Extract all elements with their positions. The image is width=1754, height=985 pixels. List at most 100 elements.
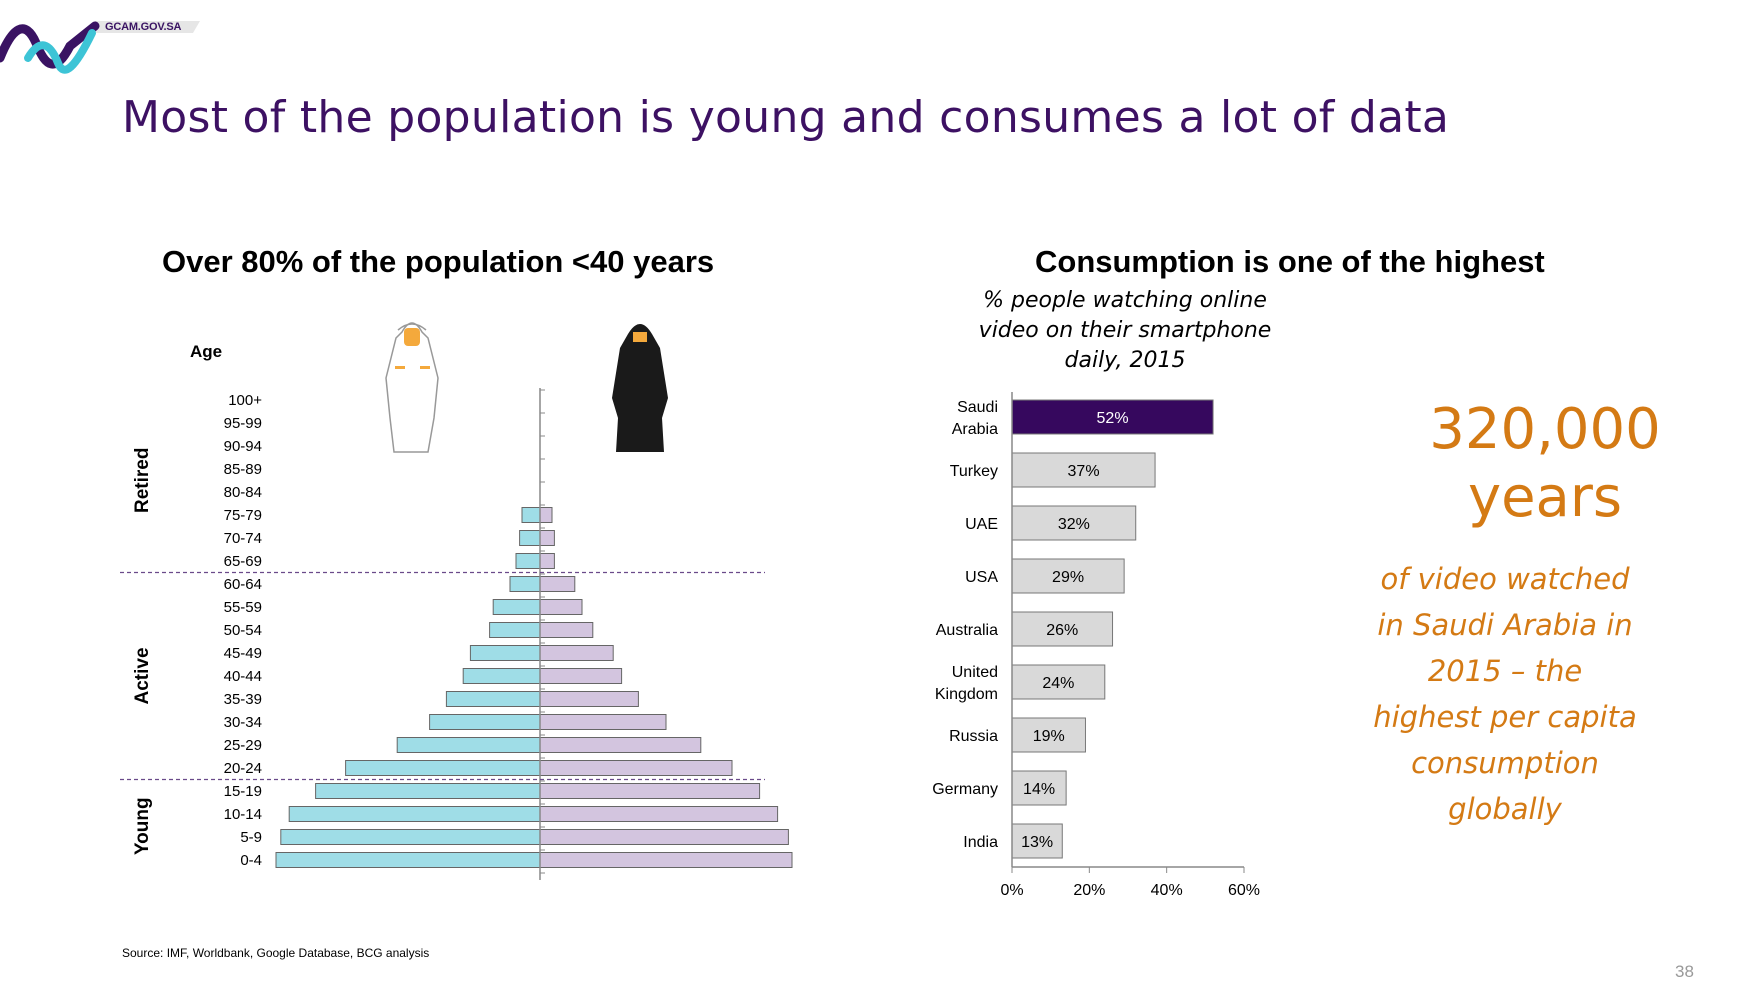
consumption-bar xyxy=(1011,505,1137,541)
consumption-bar xyxy=(1011,770,1067,806)
age-label: 50-54 xyxy=(224,622,262,639)
bar-value-label: 32% xyxy=(1058,516,1090,533)
female-bar xyxy=(539,714,667,730)
bar-value-label: 13% xyxy=(1021,834,1053,851)
age-label: 5-9 xyxy=(240,829,262,846)
age-label: 0-4 xyxy=(240,852,262,869)
country-label: Germany xyxy=(932,781,998,798)
age-label: 90-94 xyxy=(224,438,262,455)
country-label: Russia xyxy=(949,728,998,745)
male-bar xyxy=(492,599,541,615)
female-bar xyxy=(539,576,576,592)
pyramid-title: Over 80% of the population <40 years xyxy=(162,244,715,279)
male-bar xyxy=(469,645,541,661)
age-label: 15-19 xyxy=(224,783,262,800)
age-label: 35-39 xyxy=(224,691,262,708)
male-bar xyxy=(345,760,541,776)
consumption-title: Consumption is one of the highest xyxy=(1035,244,1545,279)
country-label: Kingdom xyxy=(935,686,998,703)
male-bar xyxy=(515,553,541,569)
source-note: Source: IMF, Worldbank, Google Database,… xyxy=(122,946,430,960)
age-label: 25-29 xyxy=(224,737,262,754)
country-label: Australia xyxy=(936,622,998,639)
logo-wave-cyan xyxy=(24,29,96,74)
male-bar xyxy=(288,806,541,822)
saudi-woman-icon xyxy=(612,324,668,452)
x-tick-label: 20% xyxy=(1073,882,1105,899)
age-label: 10-14 xyxy=(224,806,262,823)
female-bar xyxy=(539,806,779,822)
bar-value-label: 52% xyxy=(1097,410,1129,427)
age-label: 75-79 xyxy=(224,507,262,524)
logo-text: GCAM.GOV.SA xyxy=(105,21,182,33)
page-title: Most of the population is young and cons… xyxy=(122,92,1450,143)
country-label: Saudi xyxy=(957,399,998,416)
bar-value-label: 26% xyxy=(1046,622,1078,639)
bar-value-label: 24% xyxy=(1042,675,1074,692)
female-bar xyxy=(539,760,733,776)
x-tick-label: 60% xyxy=(1228,882,1260,899)
male-bar xyxy=(315,783,541,799)
male-bar xyxy=(521,507,541,523)
consumption-bar xyxy=(1011,452,1156,488)
female-bar xyxy=(539,691,639,707)
bar-value-label: 19% xyxy=(1033,728,1065,745)
pyramid-ylabel: Age xyxy=(190,342,222,361)
bar-value-label: 29% xyxy=(1052,569,1084,586)
age-label: 20-24 xyxy=(224,760,262,777)
consumption-bar xyxy=(1011,823,1063,859)
age-label: 55-59 xyxy=(224,599,262,616)
consumption-bar-chart: 52% Saudi Arabia 37% Turkey 32% UAE 29% USA 26% Au… xyxy=(932,392,1260,899)
female-bar xyxy=(539,737,702,753)
male-bar xyxy=(280,829,541,845)
female-bar xyxy=(539,668,623,684)
age-label: 60-64 xyxy=(224,576,262,593)
age-label: 40-44 xyxy=(224,668,262,685)
female-bar xyxy=(539,530,555,546)
consumption-bar xyxy=(1011,399,1214,435)
age-label: 95-99 xyxy=(224,415,262,432)
age-label: 70-74 xyxy=(224,530,262,547)
page-number: 38 xyxy=(1675,962,1694,981)
consumption-bar xyxy=(1011,664,1106,700)
male-bar xyxy=(275,852,541,868)
male-bar xyxy=(396,737,541,753)
big-number: 320,000 years xyxy=(1429,397,1661,530)
age-label: 65-69 xyxy=(224,553,262,570)
age-label: 80-84 xyxy=(224,484,262,501)
male-bar xyxy=(489,622,541,638)
logo-banner xyxy=(88,21,200,33)
x-tick-label: 40% xyxy=(1151,882,1183,899)
female-bar xyxy=(539,852,793,868)
country-label: Turkey xyxy=(950,463,998,480)
male-bar xyxy=(462,668,541,684)
country-label: India xyxy=(963,834,998,851)
country-label: Arabia xyxy=(952,421,998,438)
female-bar xyxy=(539,645,614,661)
callout-text: of video watched in Saudi Arabia in 2015… xyxy=(1373,562,1637,826)
country-label: USA xyxy=(965,569,998,586)
female-bar xyxy=(539,783,761,799)
male-bar xyxy=(519,530,541,546)
female-bar xyxy=(539,829,789,845)
age-label: 30-34 xyxy=(224,714,262,731)
age-label: 100+ xyxy=(228,392,262,409)
country-label: United xyxy=(952,664,998,681)
country-label: UAE xyxy=(965,516,998,533)
consumption-subtitle: % people watching online video on their … xyxy=(978,288,1272,373)
male-bar xyxy=(509,576,541,592)
female-bar xyxy=(539,553,555,569)
population-pyramid-chart: 100+ 95-99 90-94 85-89 80-84 75-79 70-74 65-69 6… xyxy=(120,322,793,880)
saudi-man-icon xyxy=(385,322,439,453)
female-bar xyxy=(539,507,553,523)
consumption-bar xyxy=(1011,558,1125,594)
group-label: Active xyxy=(132,647,153,704)
female-bar xyxy=(539,599,583,615)
consumption-bar xyxy=(1011,717,1086,753)
bar-value-label: 37% xyxy=(1068,463,1100,480)
consumption-bar xyxy=(1011,611,1114,647)
group-label: Young xyxy=(132,797,153,855)
age-label: 85-89 xyxy=(224,461,262,478)
gcam-logo[interactable] xyxy=(0,18,210,78)
group-label: Retired xyxy=(132,448,153,513)
